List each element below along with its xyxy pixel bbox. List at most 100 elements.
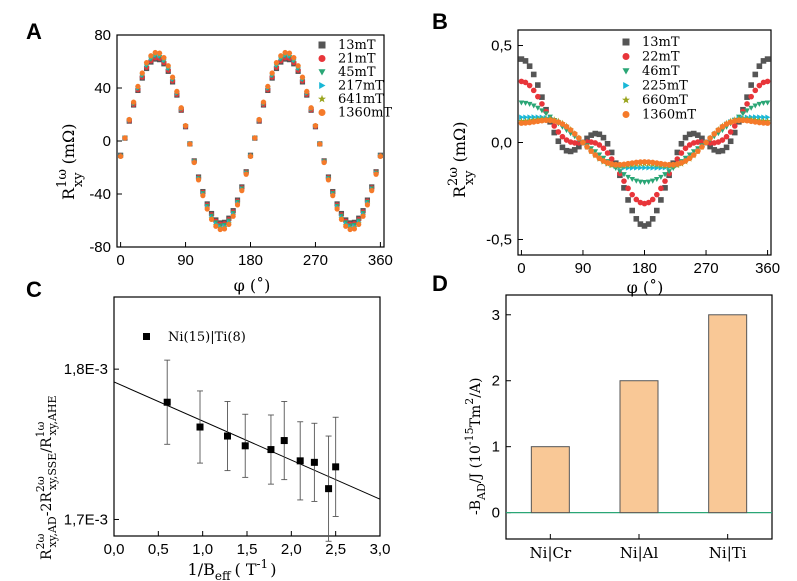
b-data-point: [748, 93, 754, 100]
b-data-point: [551, 123, 558, 129]
b-data-point: [539, 108, 545, 114]
b-data-point: [617, 161, 623, 168]
b-data-point: [625, 197, 631, 203]
a-data-point: [148, 53, 154, 59]
b-data-point: [638, 164, 644, 171]
a-data-point: [234, 202, 241, 208]
b-data-point: [629, 191, 635, 198]
c-data-point: [163, 398, 171, 406]
a-legend-marker: [319, 82, 326, 89]
panel-b-y-ticks: 0,5 0,0 -0,5: [486, 38, 523, 248]
panel-b-x-ticks: 0 90 180 270 360: [517, 250, 780, 277]
a-data-point: [118, 153, 124, 160]
c-data-point: [332, 463, 340, 471]
a-data-point: [312, 122, 319, 129]
b-data-point: [678, 140, 685, 147]
panel-b-y-axis-label: R2ωxy (mΩ): [446, 121, 477, 198]
b-data-point: [658, 174, 664, 180]
b-data-point: [682, 134, 689, 141]
c-y-tick-label: 1,7E-3: [64, 511, 108, 528]
a-data-point: [364, 202, 371, 208]
b-data-point: [637, 221, 644, 227]
b-data-point: [530, 103, 537, 109]
a-legend-label: 217mT: [338, 79, 384, 94]
c-data-point: [325, 485, 333, 493]
b-data-point: [612, 161, 619, 168]
a-data-point: [321, 159, 327, 166]
b-data-point: [654, 177, 660, 183]
b-data-point: [629, 177, 635, 183]
b-data-point: [649, 216, 656, 222]
b-data-point: [674, 149, 681, 156]
b-data-point: [526, 82, 533, 89]
b-data-point: [695, 139, 701, 145]
a-legend-label: 13mT: [338, 38, 376, 53]
b-data-point: [748, 105, 754, 111]
b-data-point: [658, 197, 664, 203]
b-data-point: [633, 159, 640, 166]
b-data-point: [752, 87, 759, 94]
b-data-point: [604, 150, 611, 156]
b-data-point: [596, 155, 603, 162]
a-data-point: [343, 223, 349, 229]
b-y-tick-label: 0,5: [491, 38, 512, 55]
b-data-point: [682, 145, 689, 152]
a-data-point: [156, 50, 163, 56]
c-x-tick-label: 1,5: [237, 541, 258, 558]
a-legend-marker: [318, 109, 326, 116]
a-data-point: [195, 177, 202, 183]
c-x-tick-label: 2,5: [325, 541, 346, 558]
panel-a-y-label-sub: xy: [71, 172, 86, 187]
c-x-tick-label: 3,0: [370, 541, 391, 558]
b-data-point: [645, 199, 652, 206]
panel-a-y-label-sup: 1ω: [55, 169, 70, 188]
a-data-point: [252, 135, 258, 141]
panel-b-y-label-unit: (mΩ): [450, 121, 469, 162]
a-data-point: [247, 153, 254, 160]
panel-c-y-label-text: R2ωxy,AD-2R2ωxy,SSE/R1ωxy,AHE: [34, 395, 59, 560]
b-data-point: [637, 159, 644, 165]
b-data-point: [633, 178, 640, 184]
panel-c-frame: [113, 296, 381, 537]
b-data-point: [744, 108, 750, 114]
b-legend-label: 46mT: [642, 64, 680, 79]
panel-a-y-label-unit: (mΩ): [59, 123, 78, 164]
panel-c-x-label-unit: ( T: [235, 560, 257, 579]
b-legend-label: 225mT: [642, 79, 688, 94]
b-data-point: [764, 78, 771, 85]
b-data-point: [641, 223, 648, 229]
b-data-point: [658, 185, 664, 192]
b-data-point: [543, 117, 549, 124]
a-x-tick-label: 270: [303, 252, 328, 269]
panel-b-x-axis-label: φ (˚): [627, 278, 664, 297]
b-data-point: [584, 144, 590, 150]
b-data-point: [695, 132, 701, 138]
b-data-point: [535, 93, 541, 100]
a-y-tick-label: 0: [103, 133, 111, 150]
b-data-point: [634, 165, 640, 171]
b-data-point: [752, 103, 759, 109]
a-data-point: [174, 88, 180, 94]
a-x-tick-label: 90: [177, 252, 194, 269]
b-legend-label: 1360mT: [642, 108, 696, 123]
a-data-point: [221, 226, 228, 232]
c-y-tick-label: 1,8E-3: [64, 361, 108, 378]
b-data-point: [625, 185, 631, 192]
c-x-tick-label: 2,0: [281, 541, 302, 558]
b-data-point: [649, 196, 656, 203]
b-data-point: [539, 117, 545, 124]
b-data-point: [740, 117, 746, 124]
d-bar: [530, 446, 570, 514]
b-data-point: [764, 56, 771, 62]
b-data-point: [523, 114, 529, 121]
b-data-point: [654, 191, 660, 198]
b-data-point: [658, 160, 664, 167]
b-data-point: [650, 165, 656, 171]
a-legend-label: 45mT: [338, 65, 376, 80]
a-data-point: [299, 74, 306, 80]
b-data-point: [604, 140, 611, 147]
d-bar: [619, 380, 659, 514]
b-data-point: [576, 143, 582, 150]
a-legend-marker: [318, 94, 326, 103]
panel-a-x-ticks: 0 90 180 270 360: [116, 242, 393, 269]
